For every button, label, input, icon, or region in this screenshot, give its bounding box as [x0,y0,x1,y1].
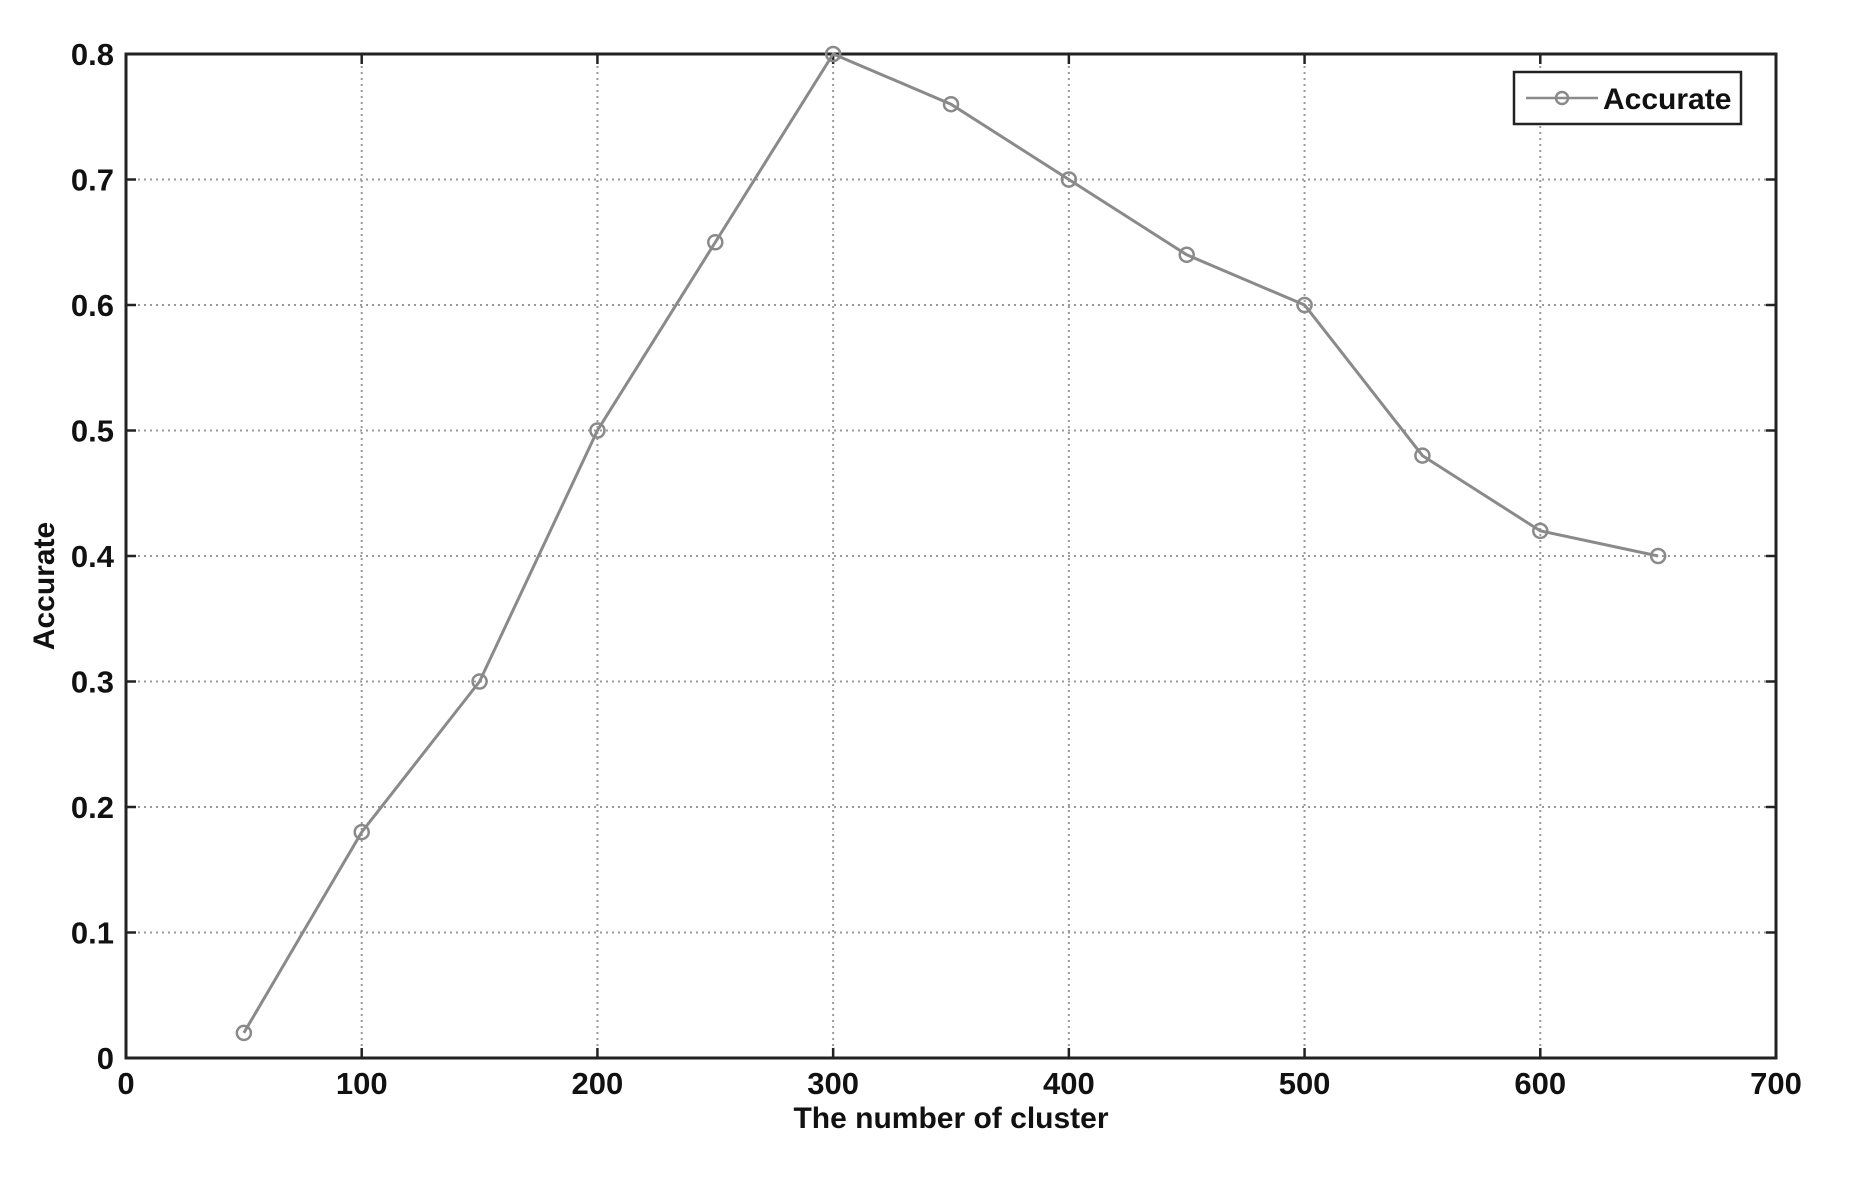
data-point [1414,447,1431,464]
grid [126,54,1776,1058]
data-point [1060,171,1078,188]
data-point [589,422,606,439]
data-point [235,1024,253,1042]
y-tick-label: 0.5 [71,414,114,449]
legend-marker-circle-icon [1554,90,1570,106]
x-tick-label: 700 [1750,1066,1802,1101]
legend-label: Accurate [1603,83,1731,116]
axis-ticks: 0 100 200 300 400 500 600 700 0 0.1 0.2 0.3 0.4 0.5 0.… [71,37,1802,1101]
data-point [471,673,488,690]
data-point [1532,522,1549,540]
y-tick-label: 0 [97,1041,114,1076]
series-line [242,52,1659,1034]
x-tick-label: 500 [1279,1066,1331,1101]
data-point [824,45,842,63]
x-tick-label: 200 [572,1066,624,1101]
data-point [1649,547,1667,565]
y-tick-label: 0.1 [71,916,114,951]
x-axis-label: The number of cluster [793,1102,1108,1135]
y-tick-label: 0.4 [71,539,115,574]
x-tick-label: 400 [1043,1066,1095,1101]
x-tick-label: 100 [336,1066,388,1101]
data-point [353,823,370,841]
y-tick-label: 0.8 [71,37,114,72]
y-tick-label: 0.2 [71,790,114,825]
x-tick-label: 600 [1514,1066,1566,1101]
data-point [1178,246,1195,264]
data-point [942,95,960,113]
x-tick-label: 300 [807,1066,859,1101]
series-layer [235,45,1667,1042]
data-point [1296,296,1313,314]
y-axis-label: Accurate [28,522,61,650]
y-tick-label: 0.3 [71,665,114,700]
data-point [707,234,724,251]
x-tick-label: 0 [117,1066,134,1101]
y-tick-label: 0.7 [71,163,114,198]
y-tick-label: 0.6 [71,288,114,323]
legend: Accurate [1512,70,1743,126]
